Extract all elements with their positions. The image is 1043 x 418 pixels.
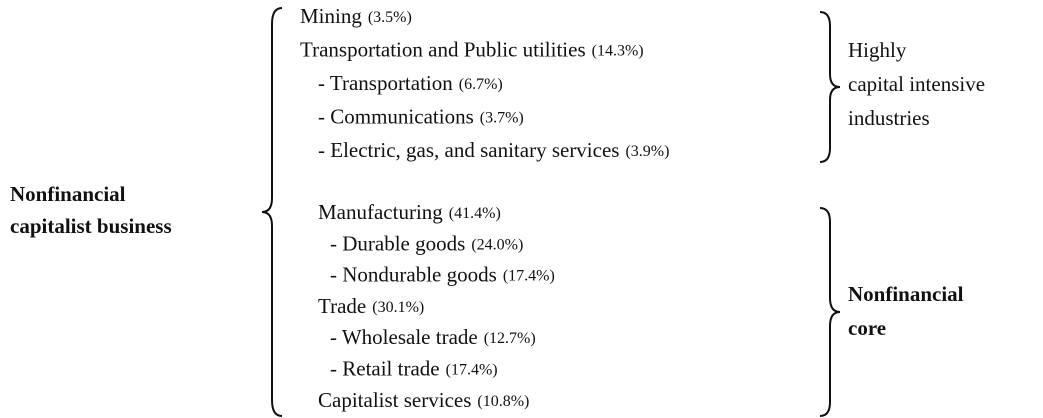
item-name: - Electric, gas, and sanitary services <box>318 138 619 162</box>
item-name: - Durable goods <box>330 231 465 255</box>
root-label: Nonfinancial <box>10 182 126 206</box>
item-share: (10.8%) <box>477 392 529 409</box>
group-label: capital intensive <box>848 72 985 96</box>
group-label: Highly <box>848 38 907 62</box>
item: Manufacturing (41.4%) <box>318 200 501 224</box>
group-label: Nonfinancial <box>848 282 964 306</box>
item: - Wholesale trade (12.7%) <box>330 325 536 349</box>
item: - Electric, gas, and sanitary services (3… <box>318 138 669 162</box>
item-name: - Communications <box>318 104 474 128</box>
item-share: (30.1%) <box>372 299 424 316</box>
item-share: (3.9%) <box>625 143 669 160</box>
item-share: (17.4%) <box>503 267 555 284</box>
item-share: (17.4%) <box>446 361 498 378</box>
item: Trade (30.1%) <box>318 294 424 318</box>
item-name: Capitalist services <box>318 388 471 412</box>
item-name: Mining <box>300 4 362 28</box>
group-label: industries <box>848 106 930 130</box>
group-label: core <box>848 316 886 340</box>
item-name: - Nondurable goods <box>330 262 497 286</box>
item: - Transportation (6.7%) <box>318 71 503 95</box>
item: Mining (3.5%) <box>300 4 412 28</box>
item-name: Transportation and Public utilities <box>300 37 586 61</box>
item-name: - Retail trade <box>330 356 440 380</box>
item-share: (14.3%) <box>592 42 644 59</box>
root-brace <box>261 7 283 417</box>
item-share: (3.5%) <box>368 9 412 26</box>
item-name: Manufacturing <box>318 200 443 224</box>
item: Transportation and Public utilities (14.3… <box>300 37 644 61</box>
item-name: - Transportation <box>318 71 453 95</box>
item-share: (3.7%) <box>480 109 524 126</box>
group-brace <box>819 207 841 417</box>
item-share: (24.0%) <box>471 236 523 253</box>
root-label: capitalist business <box>10 214 172 238</box>
item-share: (12.7%) <box>484 330 536 347</box>
item-name: Trade <box>318 294 366 318</box>
item: - Durable goods (24.0%) <box>330 231 523 255</box>
item: Capitalist services (10.8%) <box>318 388 529 412</box>
item: - Retail trade (17.4%) <box>330 356 498 380</box>
item-share: (41.4%) <box>449 205 501 222</box>
group-brace <box>819 11 841 163</box>
item-name: - Wholesale trade <box>330 325 478 349</box>
item: - Nondurable goods (17.4%) <box>330 262 555 286</box>
item-share: (6.7%) <box>459 76 503 93</box>
item: - Communications (3.7%) <box>318 104 524 128</box>
